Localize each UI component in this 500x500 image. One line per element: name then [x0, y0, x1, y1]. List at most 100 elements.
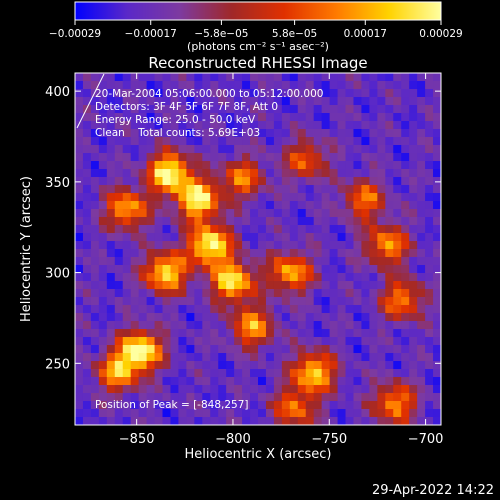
- heatmap-cell: [114, 257, 124, 266]
- heatmap-cell: [218, 305, 227, 314]
- annotation-time-range: 20-Mar-2004 05:06:00.000 to 05:12:00.000: [95, 88, 323, 100]
- heatmap-cell: [289, 217, 299, 226]
- heatmap-cell: [146, 177, 156, 186]
- heatmap-cell: [353, 217, 363, 226]
- heatmap-cell: [361, 113, 370, 122]
- heatmap-cell: [329, 185, 339, 194]
- heatmap-cell: [337, 353, 347, 362]
- heatmap-cell: [146, 201, 156, 210]
- heatmap-cell: [425, 233, 434, 242]
- heatmap-cell: [106, 121, 116, 130]
- heatmap-cell: [393, 257, 402, 266]
- heatmap-cell: [114, 329, 124, 338]
- heatmap-cell: [273, 89, 283, 98]
- heatmap-cell: [146, 217, 156, 226]
- heatmap-cell: [377, 249, 386, 258]
- heatmap-cell: [130, 377, 140, 386]
- heatmap-cell: [242, 305, 251, 314]
- heatmap-cell: [130, 265, 140, 274]
- heatmap-cell: [210, 97, 219, 106]
- heatmap-cell: [154, 241, 164, 250]
- heatmap-cell: [433, 249, 441, 258]
- heatmap-cell: [210, 345, 219, 354]
- heatmap-cell: [353, 169, 363, 178]
- heatmap-cell: [178, 105, 187, 114]
- heatmap-cell: [361, 409, 370, 418]
- heatmap-cell: [329, 145, 339, 154]
- heatmap-cell: [154, 225, 164, 234]
- heatmap-cell: [297, 305, 307, 314]
- heatmap-cell: [234, 241, 243, 250]
- heatmap-cell: [82, 161, 92, 170]
- heatmap-cell: [210, 417, 219, 425]
- heatmap-cell: [361, 201, 370, 210]
- heatmap-cell: [242, 145, 251, 154]
- heatmap-cell: [162, 81, 172, 90]
- heatmap-cell: [433, 321, 441, 330]
- heatmap-cell: [409, 361, 418, 370]
- heatmap-cell: [433, 329, 441, 338]
- heatmap-cell: [273, 353, 283, 362]
- heatmap-cell: [433, 129, 441, 138]
- heatmap-cell: [265, 385, 275, 394]
- heatmap-cell: [361, 417, 370, 425]
- heatmap-cell: [425, 217, 434, 226]
- colorbar-tick-label: 0.00029: [419, 28, 462, 40]
- heatmap-cell: [210, 257, 219, 266]
- heatmap-cell: [305, 169, 315, 178]
- heatmap-cell: [218, 145, 227, 154]
- heatmap-cell: [242, 361, 251, 370]
- heatmap-cell: [353, 385, 363, 394]
- heatmap-cell: [146, 265, 156, 274]
- heatmap-cell: [321, 361, 331, 370]
- heatmap-cell: [194, 153, 203, 162]
- heatmap-cell: [210, 361, 219, 370]
- heatmap-cell: [75, 265, 84, 274]
- heatmap-cell: [226, 321, 235, 330]
- colorbar-tick-label: −5.8e−05: [194, 28, 248, 40]
- heatmap-cell: [146, 81, 156, 90]
- heatmap-cell: [417, 249, 426, 258]
- heatmap-cell: [186, 409, 195, 418]
- heatmap-cell: [369, 201, 378, 210]
- heatmap-cell: [218, 89, 227, 98]
- heatmap-cell: [186, 329, 195, 338]
- heatmap-cell: [385, 105, 394, 114]
- heatmap-cell: [210, 289, 219, 298]
- heatmap-cell: [178, 273, 187, 282]
- heatmap-cell: [305, 137, 315, 146]
- heatmap-cell: [82, 113, 92, 122]
- heatmap-cell: [250, 161, 259, 170]
- heatmap-cell: [178, 257, 187, 266]
- heatmap-cell: [194, 409, 203, 418]
- heatmap-cell: [393, 289, 402, 298]
- heatmap-cell: [98, 345, 108, 354]
- heatmap-cell: [425, 401, 434, 410]
- heatmap-cell: [433, 361, 441, 370]
- heatmap-cell: [130, 305, 140, 314]
- heatmap-cell: [289, 393, 299, 402]
- heatmap-cell: [178, 137, 187, 146]
- heatmap-cell: [417, 177, 426, 186]
- heatmap-cell: [337, 281, 347, 290]
- heatmap-cell: [250, 377, 259, 386]
- heatmap-cell: [433, 265, 441, 274]
- heatmap-cell: [369, 113, 378, 122]
- heatmap-cell: [305, 289, 315, 298]
- heatmap-cell: [194, 385, 203, 394]
- heatmap-cell: [106, 137, 116, 146]
- heatmap-cell: [242, 417, 251, 425]
- heatmap-cell: [90, 121, 100, 130]
- heatmap-cell: [297, 81, 307, 90]
- heatmap-cell: [265, 289, 275, 298]
- heatmap-cell: [82, 321, 92, 330]
- heatmap-cell: [313, 233, 323, 242]
- heatmap-cell: [345, 137, 355, 146]
- heatmap-cell: [130, 297, 140, 306]
- heatmap-cell: [417, 337, 426, 346]
- heatmap-cell: [281, 145, 291, 154]
- heatmap-cell: [75, 73, 84, 82]
- heatmap-cell: [425, 313, 434, 322]
- heatmap-cell: [281, 161, 291, 170]
